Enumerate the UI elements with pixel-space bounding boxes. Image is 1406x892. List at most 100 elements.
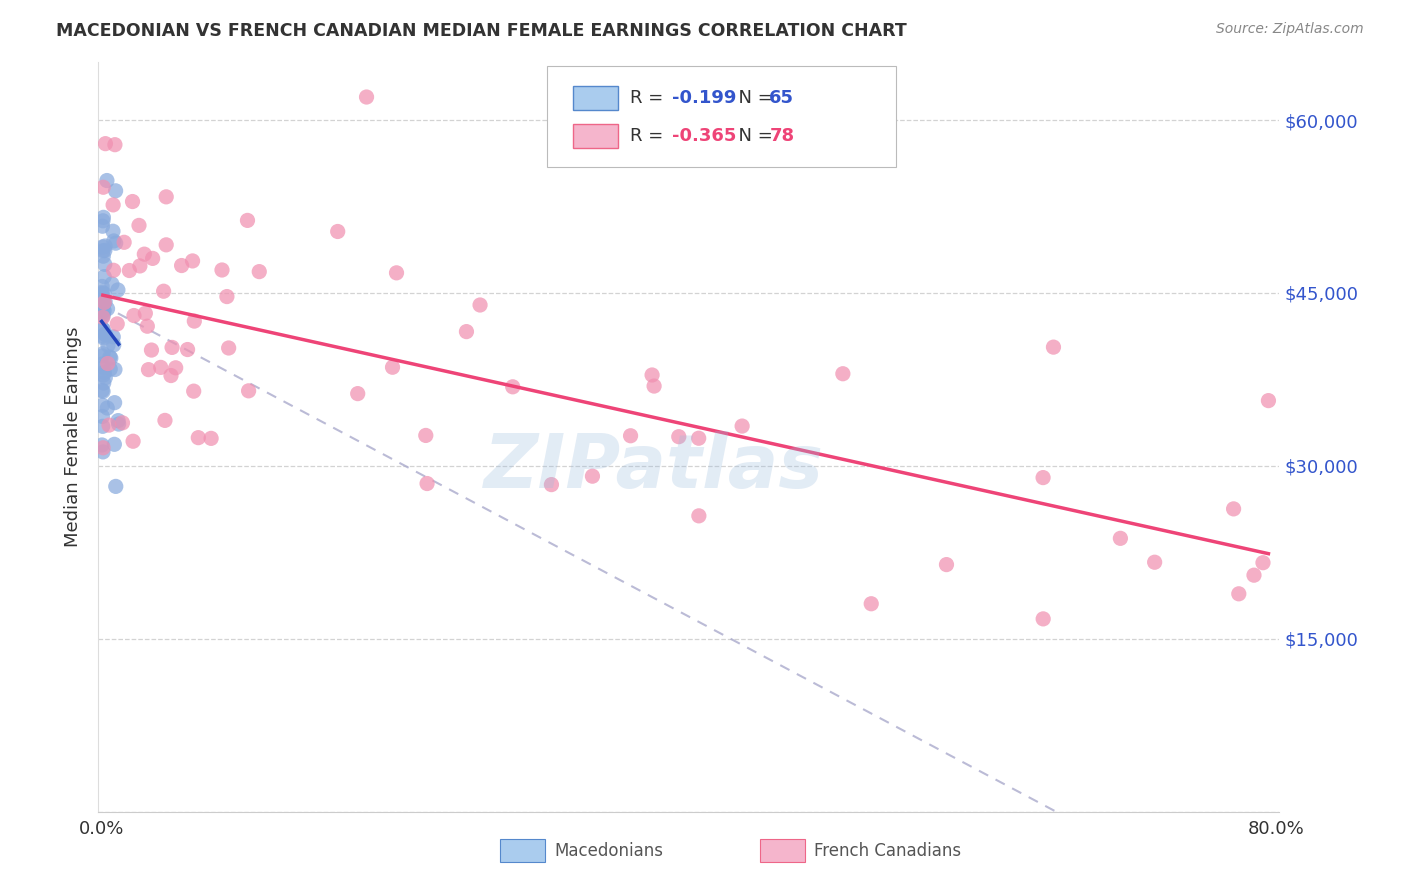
Point (91, 214, 114, 228)
Point (1032, 470, 1054, 484)
Point (94, 244, 117, 258)
Point (93, 368, 115, 382)
Point (91, 279, 114, 293)
FancyBboxPatch shape (501, 839, 546, 862)
Point (218, 341, 240, 355)
Point (101, 224, 124, 238)
Point (94, 326, 117, 341)
Point (107, 283, 129, 297)
Point (181, 254, 204, 268)
Point (1032, 612, 1054, 626)
Point (183, 314, 205, 328)
Point (91, 310, 114, 325)
Text: -0.365: -0.365 (672, 127, 737, 145)
Point (456, 325, 478, 339)
Point (581, 469, 603, 483)
Point (142, 252, 165, 266)
Point (641, 368, 664, 382)
Point (415, 428, 437, 442)
Point (731, 419, 754, 434)
Point (94, 257, 117, 271)
Point (688, 431, 710, 445)
Point (91, 180, 114, 194)
Point (91, 384, 114, 398)
Point (668, 430, 690, 444)
Y-axis label: Median Female Earnings: Median Female Earnings (65, 326, 83, 548)
Point (91, 240, 114, 254)
Point (93, 296, 115, 310)
Point (416, 476, 439, 491)
Point (105, 317, 128, 331)
Point (104, 184, 127, 198)
Text: N =: N = (727, 89, 779, 107)
Point (104, 479, 127, 493)
Point (93, 286, 115, 301)
Point (187, 431, 209, 445)
Text: French Canadians: French Canadians (814, 842, 962, 860)
Point (831, 367, 853, 381)
Text: 65: 65 (769, 89, 794, 107)
Point (91, 438, 114, 452)
Point (104, 395, 127, 409)
Point (1243, 568, 1265, 582)
Point (107, 417, 129, 431)
Point (94, 136, 117, 151)
Point (165, 360, 187, 375)
Point (149, 360, 172, 375)
Point (1222, 501, 1244, 516)
Point (385, 266, 408, 280)
Point (104, 137, 127, 152)
Point (91, 301, 114, 315)
Point (94, 294, 117, 309)
Text: Source: ZipAtlas.com: Source: ZipAtlas.com (1216, 22, 1364, 37)
Point (93, 292, 115, 306)
Point (122, 309, 145, 323)
Point (160, 340, 183, 354)
Point (468, 298, 491, 312)
Point (200, 431, 222, 445)
Text: -0.199: -0.199 (672, 89, 737, 107)
Point (356, 90, 378, 104)
Point (101, 198, 124, 212)
FancyBboxPatch shape (574, 124, 619, 148)
Text: 78: 78 (769, 127, 794, 145)
Point (93, 331, 115, 345)
Point (94, 239, 117, 253)
Point (91, 329, 114, 343)
Text: Macedonians: Macedonians (554, 842, 664, 860)
Point (93, 360, 115, 375)
Point (97, 338, 120, 352)
Point (103, 437, 125, 451)
Point (176, 343, 198, 357)
Point (91, 419, 114, 434)
Point (688, 508, 710, 523)
Point (136, 319, 159, 334)
Point (103, 234, 125, 248)
Point (91, 285, 114, 300)
Point (111, 416, 134, 430)
Point (1257, 393, 1279, 408)
Point (91, 409, 114, 424)
Point (183, 384, 205, 399)
Point (91, 322, 114, 336)
FancyBboxPatch shape (574, 86, 619, 110)
Point (540, 477, 562, 491)
Point (90, 305, 112, 319)
Point (860, 597, 883, 611)
Point (1109, 532, 1132, 546)
Text: ZIPatlas: ZIPatlas (484, 431, 824, 504)
Point (93, 365, 115, 379)
Point (128, 219, 150, 233)
Point (94, 370, 117, 384)
Point (104, 236, 127, 251)
Point (91, 346, 114, 360)
Point (247, 265, 270, 279)
Point (118, 263, 141, 277)
Point (90, 357, 112, 371)
Point (1042, 340, 1064, 354)
Point (1143, 555, 1166, 569)
Point (326, 225, 349, 239)
Point (346, 386, 368, 401)
Point (90, 299, 112, 313)
Point (129, 259, 152, 273)
